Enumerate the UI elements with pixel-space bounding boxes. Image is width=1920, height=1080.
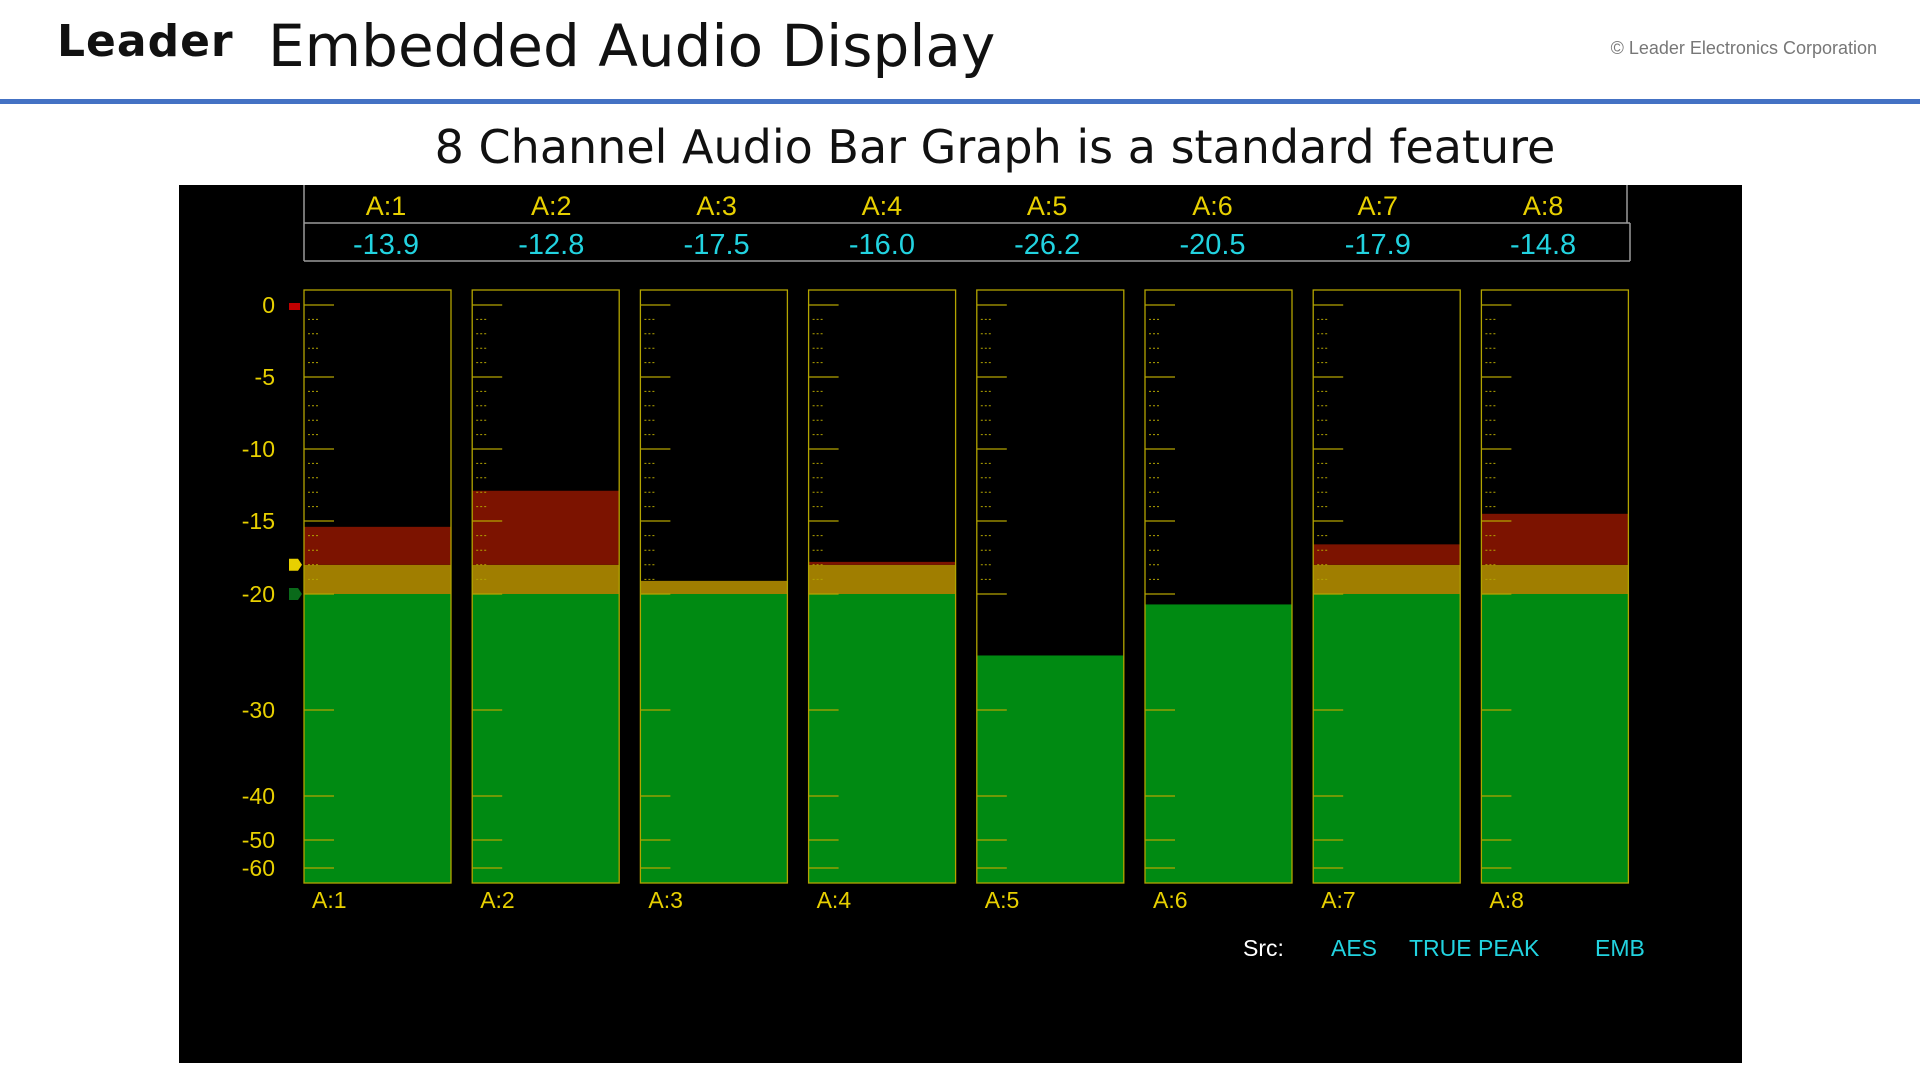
y-tick-label: -50: [242, 827, 275, 853]
channel-frame: [976, 289, 1125, 884]
source-label: Src:: [1243, 935, 1284, 961]
channel-frame: [807, 289, 957, 884]
level-bar-amber: [472, 564, 620, 594]
y-tick-label: -30: [242, 697, 275, 723]
channel-header-label: A:7: [1358, 191, 1399, 221]
level-bar-red: [472, 490, 620, 565]
channel-readout-value: -14.8: [1510, 229, 1576, 261]
channel-label: A:2: [480, 887, 515, 913]
channel-readout-value: -20.5: [1179, 229, 1245, 261]
audio-bar-graph: A:1 -13.9 A:2 -12.8 A:3 -17.5 A:4 -16.0 A:5 -26.2…: [242, 185, 1645, 961]
channel-readout-value: -16.0: [849, 229, 915, 261]
y-tick-label: -60: [242, 855, 275, 881]
y-tick-label: -15: [242, 508, 275, 534]
level-bar-green: [304, 594, 451, 883]
channel-header-label: A:4: [862, 191, 903, 221]
channel-frame: [1480, 289, 1630, 884]
channel-label: A:7: [1321, 887, 1356, 913]
channel-label: A:3: [648, 887, 683, 913]
channel-header-label: A:1: [366, 191, 407, 221]
level-bar-green: [1481, 594, 1629, 883]
channel-header-label: A:8: [1523, 191, 1564, 221]
peak-marker-green: [289, 588, 302, 600]
level-bar-green: [472, 594, 620, 883]
channel-label: A:4: [817, 887, 852, 913]
channel-readout-value: -12.8: [518, 229, 584, 261]
input-type: EMB: [1595, 935, 1645, 961]
level-bar-red: [1313, 544, 1461, 565]
level-bar-amber: [640, 580, 788, 594]
level-bar-green: [640, 594, 788, 883]
channel-readout-value: -13.9: [353, 229, 419, 261]
channel-frame: [1144, 289, 1293, 884]
y-tick-label: -5: [255, 364, 275, 390]
page-title: Embedded Audio Display: [268, 12, 996, 80]
channel-frame: [303, 289, 452, 884]
level-bar-amber: [304, 564, 451, 594]
channel-frame: [471, 289, 620, 884]
channel-label: A:1: [312, 887, 347, 913]
peak-marker-yellow: [289, 558, 302, 571]
level-bar-red: [808, 561, 956, 565]
channel-readout-value: -17.9: [1345, 229, 1411, 261]
meter-mode: TRUE PEAK: [1409, 935, 1540, 961]
y-tick-label: -20: [242, 581, 275, 607]
level-bar-green: [976, 655, 1124, 883]
channel-label: A:5: [985, 887, 1020, 913]
y-tick-label: 0: [262, 292, 275, 318]
header-rule: [0, 99, 1920, 104]
level-bar-amber: [1313, 564, 1461, 594]
audio-display-panel: A:1 -13.9 A:2 -12.8 A:3 -17.5 A:4 -16.0 A:5 -26.2…: [179, 185, 1742, 1063]
slide-subtitle: 8 Channel Audio Bar Graph is a standard …: [434, 120, 1556, 174]
channel-label: A:6: [1153, 887, 1188, 913]
peak-marker-red: [289, 303, 300, 310]
channel-header-label: A:6: [1192, 191, 1233, 221]
channel-label: A:8: [1489, 887, 1524, 913]
level-bar-amber: [1481, 564, 1629, 594]
channel-header-label: A:3: [696, 191, 737, 221]
channel-frame: [639, 289, 789, 884]
leader-logo: Leader: [57, 16, 234, 67]
level-bar-green: [808, 594, 956, 883]
source-value: AES: [1331, 935, 1377, 961]
channel-readout-value: -17.5: [684, 229, 750, 261]
level-bar-red: [304, 526, 451, 565]
copyright-notice: © Leader Electronics Corporation: [1610, 38, 1877, 58]
channel-frame: [1312, 289, 1461, 884]
level-bar-amber: [808, 564, 956, 594]
channel-header-label: A:2: [531, 191, 572, 221]
level-bar-green: [1313, 594, 1461, 883]
channel-readout-value: -26.2: [1014, 229, 1080, 261]
level-bar-red: [1481, 513, 1629, 565]
y-tick-label: -40: [242, 783, 275, 809]
y-tick-label: -10: [242, 436, 275, 462]
channel-header-label: A:5: [1027, 191, 1068, 221]
level-bar-green: [1145, 604, 1292, 883]
